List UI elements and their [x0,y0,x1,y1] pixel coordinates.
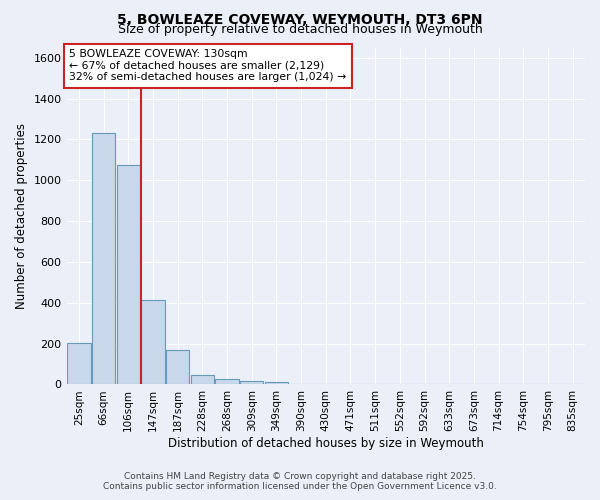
Text: Size of property relative to detached houses in Weymouth: Size of property relative to detached ho… [118,22,482,36]
Bar [116,165,140,384]
Bar [240,382,263,384]
Text: 5 BOWLEAZE COVEWAY: 130sqm
← 67% of detached houses are smaller (2,129)
32% of s: 5 BOWLEAZE COVEWAY: 130sqm ← 67% of deta… [69,49,346,82]
Bar [265,382,288,384]
Text: 5, BOWLEAZE COVEWAY, WEYMOUTH, DT3 6PN: 5, BOWLEAZE COVEWAY, WEYMOUTH, DT3 6PN [117,12,483,26]
Bar [67,342,91,384]
Bar [141,300,164,384]
Bar [215,380,239,384]
Text: Contains HM Land Registry data © Crown copyright and database right 2025.
Contai: Contains HM Land Registry data © Crown c… [103,472,497,491]
Y-axis label: Number of detached properties: Number of detached properties [15,123,28,309]
Bar [166,350,190,384]
Bar [92,134,115,384]
X-axis label: Distribution of detached houses by size in Weymouth: Distribution of detached houses by size … [168,437,484,450]
Bar [191,376,214,384]
